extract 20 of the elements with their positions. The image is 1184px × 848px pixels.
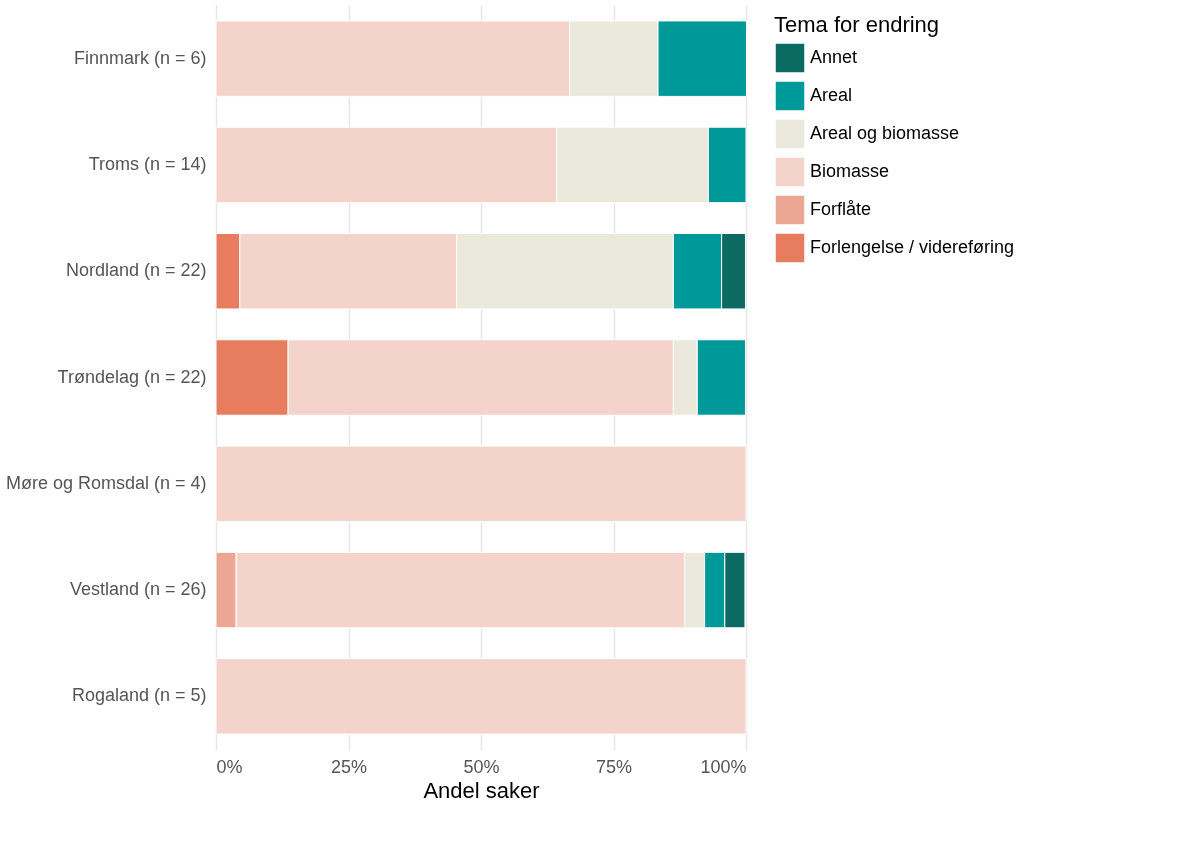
x-tick-label: 50% bbox=[463, 756, 500, 777]
legend-title: Tema for endring bbox=[774, 12, 940, 37]
x-axis-title: Andel saker bbox=[423, 777, 540, 803]
x-tick-label: 0% bbox=[216, 756, 243, 777]
y-tick-label: Rogaland (n = 5) bbox=[71, 685, 207, 706]
x-tick-label: 100% bbox=[700, 756, 747, 777]
legend-label: Annet bbox=[810, 47, 858, 67]
legend-label: Biomasse bbox=[810, 161, 890, 181]
y-tick-label: Trøndelag (n = 22) bbox=[57, 366, 207, 387]
y-tick-label: Nordland (n = 22) bbox=[65, 260, 207, 281]
x-tick-label: 75% bbox=[595, 756, 633, 777]
legend-label: Areal bbox=[810, 85, 853, 105]
y-tick-label: Finnmark (n = 6) bbox=[73, 47, 207, 68]
legend-label: Forlengelse / videreføring bbox=[810, 237, 1015, 257]
x-tick-label: 25% bbox=[330, 756, 368, 777]
y-tick-label: Vestland (n = 26) bbox=[69, 579, 207, 600]
legend-label: Areal og biomasse bbox=[810, 123, 960, 143]
y-tick-label: Troms (n = 14) bbox=[88, 153, 207, 174]
y-tick-label: Møre og Romsdal (n = 4) bbox=[5, 472, 207, 493]
legend-label: Forflåte bbox=[810, 199, 872, 219]
